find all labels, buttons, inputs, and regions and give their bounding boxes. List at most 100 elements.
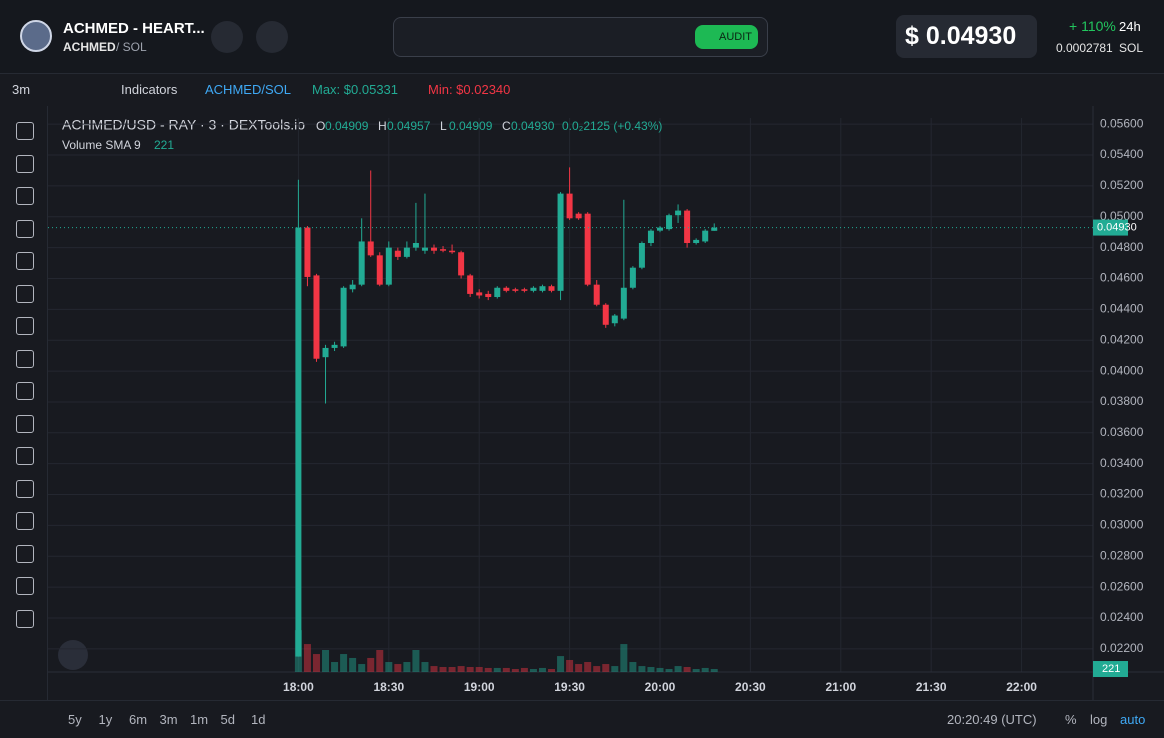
last-price-tag [1093, 219, 1128, 236]
y-tick-label: 0.03400 [1100, 456, 1144, 470]
price-native: 0.0002781 [1056, 41, 1113, 55]
tool-icon[interactable] [16, 382, 34, 400]
volume-bar [439, 667, 447, 672]
volume-bar [448, 667, 456, 672]
tool-icon[interactable] [16, 512, 34, 530]
volume-tag [1093, 661, 1128, 678]
candle-body [521, 289, 528, 291]
y-tick-label: 0.05400 [1100, 147, 1144, 161]
candle-body [485, 293, 492, 298]
candle-body [394, 250, 401, 257]
candle-body [430, 247, 437, 251]
percent-toggle[interactable]: % [1065, 712, 1077, 727]
favorite-button[interactable] [211, 21, 243, 53]
candle-body [458, 252, 465, 276]
volume-bar [457, 666, 465, 672]
candle-body [693, 239, 700, 243]
tool-icon[interactable] [16, 349, 34, 368]
candle-body [575, 213, 582, 219]
volume-bar [403, 662, 411, 672]
y-tick-label: 0.04600 [1100, 271, 1144, 285]
y-tick-label: 0.02200 [1100, 641, 1144, 655]
candle-body [494, 287, 501, 298]
candle-body [412, 242, 419, 248]
tool-icon[interactable] [16, 122, 34, 140]
tool-icon[interactable] [16, 544, 34, 563]
range-button[interactable]: 6m [129, 712, 148, 727]
candle-body [331, 344, 338, 348]
candle-body [367, 241, 374, 256]
tool-icon[interactable] [16, 414, 34, 433]
candle-body [349, 284, 356, 290]
volume-bar [430, 666, 438, 672]
ohlc-value: 0.04909 [449, 119, 493, 133]
candle-body [421, 247, 428, 251]
volume-bar [538, 667, 546, 672]
share-button[interactable] [256, 21, 288, 53]
tool-icon[interactable] [16, 577, 34, 595]
volume-bar [493, 667, 501, 672]
tool-icon[interactable] [16, 252, 34, 270]
candle-body [638, 242, 645, 268]
volume-bar [710, 669, 718, 672]
tv-logo[interactable] [58, 640, 88, 670]
candle-body [467, 275, 474, 294]
auto-toggle[interactable]: auto [1120, 712, 1146, 727]
volume-bar [340, 654, 348, 672]
range-button[interactable]: 5d [220, 712, 235, 727]
toolbar: 3m Indicators ACHMED/SOL Max: $0.05331 M… [0, 74, 1164, 106]
x-tick-label: 21:00 [825, 680, 856, 694]
token-logo [20, 20, 52, 52]
candle-body [611, 315, 618, 324]
volume-bar [484, 667, 492, 672]
x-tick-label: 20:00 [645, 680, 676, 694]
tool-icon[interactable] [16, 284, 34, 303]
volume-bar [529, 669, 537, 672]
chart-title: ACHMED/USD - RAY · 3 · DEXTools.io [62, 117, 305, 133]
range-button[interactable]: 5y [68, 712, 82, 727]
volume-bar [683, 667, 691, 672]
tool-icon[interactable] [16, 609, 34, 628]
token-symbol: ACHMED [63, 40, 116, 54]
candle-body [620, 287, 627, 319]
range-button[interactable]: 1y [98, 712, 113, 727]
y-tick-label: 0.02400 [1100, 610, 1144, 624]
range-button[interactable]: 1d [251, 712, 266, 727]
volume-bar [412, 649, 420, 672]
volume-value: 221 [154, 138, 174, 152]
tool-icon[interactable] [16, 154, 34, 173]
candle-body [358, 241, 365, 285]
price-change: + 110% [1069, 18, 1116, 34]
audit-button[interactable]: AUDIT [695, 25, 758, 49]
tool-icon[interactable] [16, 219, 34, 238]
price: $ 0.04930 [905, 22, 1017, 50]
y-tick-label: 0.04200 [1100, 332, 1144, 346]
tool-icon[interactable] [16, 317, 34, 335]
volume-bar [511, 669, 519, 672]
volume-bar [502, 667, 510, 672]
range-button[interactable]: 3m [159, 712, 178, 727]
interval[interactable]: 3m [12, 82, 31, 97]
ohlc-key: H [378, 119, 387, 133]
y-tick-label: 0.05600 [1100, 116, 1144, 130]
price-box: $ 0.04930 [896, 15, 1037, 58]
tool-icon[interactable] [16, 187, 34, 205]
range-button[interactable]: 1m [190, 712, 209, 727]
candle-body [566, 193, 573, 219]
tool-icon[interactable] [16, 479, 34, 498]
y-tick-label: 0.05200 [1100, 178, 1144, 192]
volume-bar [602, 664, 610, 672]
volume-bar [584, 662, 592, 672]
volume-bar [548, 669, 556, 672]
candle-body [711, 227, 718, 231]
volume-bar [376, 649, 384, 672]
pair-switch[interactable]: ACHMED/SOL [205, 82, 291, 97]
log-toggle[interactable]: log [1090, 712, 1108, 727]
indicators[interactable]: Indicators [121, 82, 178, 97]
native-symbol: SOL [1119, 41, 1144, 55]
tool-icon[interactable] [16, 447, 34, 465]
volume-bar [385, 662, 393, 672]
candle-body [702, 230, 709, 242]
volume-bar [312, 654, 320, 672]
